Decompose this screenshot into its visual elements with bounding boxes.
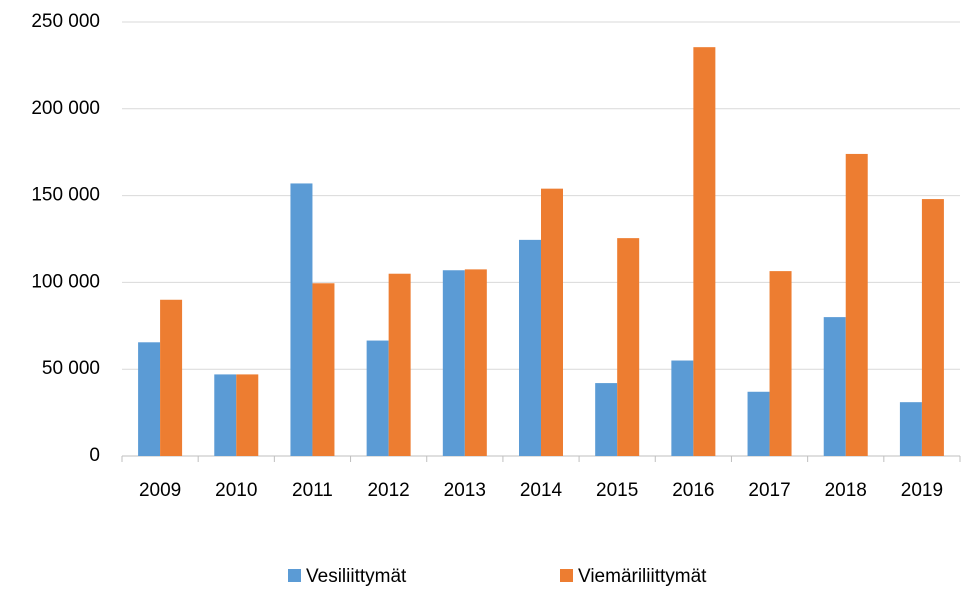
bar	[823, 317, 846, 456]
bar	[236, 374, 259, 456]
bar	[899, 402, 922, 456]
x-tick-label: 2012	[367, 480, 409, 501]
x-tick-label: 2018	[825, 480, 867, 501]
y-tick-label: 250 000	[31, 11, 100, 32]
x-tick-label: 2019	[901, 480, 943, 501]
x-tick-label: 2016	[672, 480, 714, 501]
x-tick-label: 2015	[596, 480, 638, 501]
bar	[769, 271, 792, 456]
legend-label: Vesiliittymät	[306, 566, 407, 587]
bar	[312, 283, 335, 456]
bar	[541, 188, 563, 456]
y-tick-label: 200 000	[31, 98, 100, 119]
bar	[214, 374, 237, 456]
bar	[366, 340, 389, 456]
bar	[617, 238, 640, 456]
legend-swatch	[288, 569, 301, 582]
bar	[290, 183, 313, 456]
x-tick-label: 2014	[520, 480, 563, 501]
y-tick-label: 0	[89, 445, 100, 466]
legend-label: Viemäriliittymät	[578, 566, 707, 587]
bar	[519, 239, 541, 456]
bar	[442, 270, 465, 456]
x-tick-label: 2010	[215, 480, 257, 501]
bar	[845, 153, 868, 456]
x-tick-label: 2011	[292, 480, 333, 501]
bar	[671, 360, 694, 456]
bar	[595, 383, 618, 456]
x-tick-label: 2009	[139, 480, 181, 501]
bar	[160, 299, 183, 456]
x-tick-label: 2017	[748, 480, 790, 501]
x-tick-label: 2013	[444, 480, 486, 501]
y-tick-label: 150 000	[31, 185, 100, 206]
bar	[464, 269, 487, 456]
bar	[747, 391, 770, 456]
legend-swatch	[560, 569, 573, 582]
y-tick-label: 50 000	[42, 358, 100, 379]
bar	[388, 273, 411, 456]
bar	[693, 47, 716, 457]
y-tick-label: 100 000	[31, 271, 100, 292]
bar	[138, 342, 161, 456]
bar	[921, 199, 944, 456]
